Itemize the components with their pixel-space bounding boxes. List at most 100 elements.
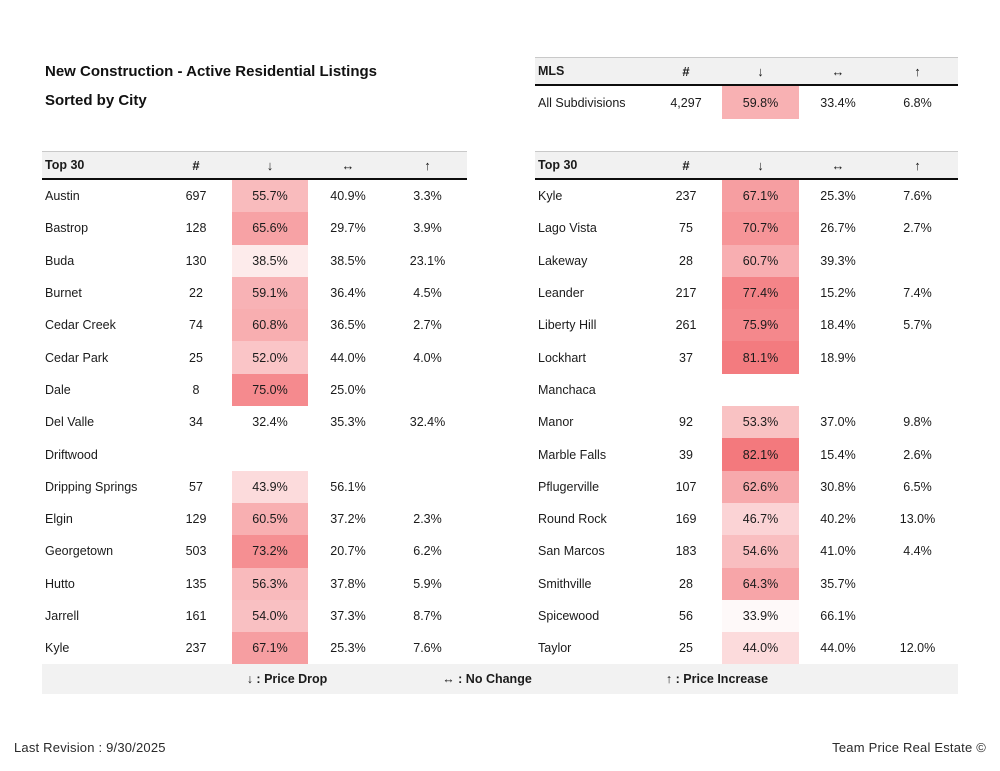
count-cell: 75 <box>679 221 693 236</box>
table-row: Manchaca <box>535 374 958 406</box>
no-change-cell: 15.2% <box>820 286 856 301</box>
page-title: New Construction - Active Residential Li… <box>45 63 377 80</box>
table-row: Liberty Hill 261 75.9% 18.4% 5.7% <box>535 309 958 342</box>
price-drop-cell: 64.3% <box>722 567 799 600</box>
table-row: Lockhart 37 81.1% 18.9% <box>535 341 958 374</box>
count-cell: 161 <box>185 609 207 623</box>
price-drop-cell: 70.7% <box>722 212 799 245</box>
table-row: Cedar Park 25 52.0% 44.0% 4.0% <box>42 341 467 374</box>
price-drop-cell: 60.8% <box>232 309 308 342</box>
price-increase-cell <box>877 568 958 600</box>
arrow-up-icon: ↑ <box>388 151 467 180</box>
count-cell: 57 <box>189 479 203 494</box>
price-drop-cell: 67.1% <box>232 632 308 665</box>
table-row: Pflugerville 107 62.6% 30.8% 6.5% <box>535 470 958 503</box>
price-increase-cell <box>388 438 467 470</box>
city-cell: Leander <box>538 286 584 301</box>
count-cell: 28 <box>679 253 693 268</box>
table-row: Buda 130 38.5% 38.5% 23.1% <box>42 244 467 277</box>
table-row: Dale 8 75.0% 25.0% <box>42 373 467 407</box>
price-drop-cell: 62.6% <box>722 470 799 503</box>
table-row: Smithville 28 64.3% 35.7% <box>535 567 958 600</box>
count-cell: 56 <box>679 609 693 623</box>
price-increase-cell: 32.4% <box>409 415 446 430</box>
footer-brand: Team Price Real Estate © <box>832 740 986 755</box>
no-change-cell: 37.3% <box>330 609 366 623</box>
city-cell: Marble Falls <box>538 447 607 462</box>
count-column-header: # <box>650 151 722 180</box>
price-drop-cell: 54.0% <box>232 599 308 633</box>
no-change-cell: 25.3% <box>330 641 366 656</box>
table-row: Marble Falls 39 82.1% 15.4% 2.6% <box>535 438 958 471</box>
price-increase-cell: 6.8% <box>903 95 932 110</box>
price-drop-cell: 77.4% <box>722 276 799 310</box>
no-change-cell: 30.8% <box>820 479 856 494</box>
count-cell: 183 <box>675 544 697 559</box>
no-change-cell: 40.9% <box>330 189 366 204</box>
price-drop-cell: 44.0% <box>722 632 799 665</box>
city-cell: Taylor <box>538 641 572 656</box>
price-increase-cell: 9.8% <box>903 415 932 430</box>
no-change-cell: 37.2% <box>330 512 366 527</box>
no-change-cell: 40.2% <box>820 512 856 527</box>
price-drop-cell: 54.6% <box>722 535 799 568</box>
table-title: Top 30 <box>42 151 160 180</box>
footer-last-revision: Last Revision : 9/30/2025 <box>14 740 166 755</box>
price-increase-cell: 7.6% <box>903 189 932 204</box>
arrow-leftright-icon: ↔ <box>799 57 877 86</box>
city-cell: Manor <box>538 415 574 430</box>
count-cell: 697 <box>185 189 207 204</box>
price-increase-cell: 2.7% <box>903 221 932 236</box>
count-cell: 74 <box>189 318 203 333</box>
count-cell: 129 <box>185 512 207 527</box>
count-cell <box>160 438 232 470</box>
table-row: Cedar Creek 74 60.8% 36.5% 2.7% <box>42 309 467 342</box>
no-change-cell: 37.0% <box>820 415 856 430</box>
city-cell: Lago Vista <box>538 221 597 236</box>
arrow-up-icon: ↑ <box>877 57 958 86</box>
no-change-cell: 44.0% <box>330 350 366 365</box>
table-row: Kyle 237 67.1% 25.3% 7.6% <box>42 632 467 665</box>
price-drop-cell: 67.1% <box>722 179 799 213</box>
price-drop-cell: 38.5% <box>232 244 308 277</box>
city-cell: Kyle <box>45 641 70 656</box>
table-row: Burnet 22 59.1% 36.4% 4.5% <box>42 276 467 310</box>
price-drop-cell <box>232 438 308 470</box>
count-cell: 237 <box>675 189 697 204</box>
page-subtitle: Sorted by City <box>45 92 147 109</box>
count-cell: 107 <box>675 479 697 494</box>
count-cell: 237 <box>185 641 207 656</box>
price-drop-cell: 60.7% <box>722 244 799 277</box>
city-cell: Jarrell <box>45 609 80 623</box>
price-increase-cell <box>388 471 467 503</box>
count-cell: 128 <box>185 221 207 236</box>
price-increase-cell: 4.0% <box>413 350 442 365</box>
arrow-down-icon: ↓ <box>722 57 799 86</box>
no-change-cell <box>308 438 388 470</box>
no-change-cell <box>799 374 877 406</box>
no-change-cell: 36.4% <box>330 286 366 301</box>
no-change-cell: 15.4% <box>820 447 856 462</box>
count-cell: 22 <box>189 286 203 301</box>
no-change-cell: 56.1% <box>330 479 366 494</box>
arrow-up-icon: ↑ <box>877 151 958 180</box>
report-title-block: New Construction - Active Residential Li… <box>45 57 377 115</box>
table-row: Lago Vista 75 70.7% 26.7% 2.7% <box>535 212 958 245</box>
no-change-cell: 38.5% <box>330 253 366 268</box>
price-increase-cell: 4.5% <box>413 286 442 301</box>
legend-bar: ↓ : Price Drop ↔ : No Change ↑ : Price I… <box>42 664 958 694</box>
price-drop-cell: 82.1% <box>722 438 799 471</box>
table-row: Austin 697 55.7% 40.9% 3.3% <box>42 179 467 213</box>
price-drop-cell: 52.0% <box>232 341 308 374</box>
table-row: Jarrell 161 54.0% 37.3% 8.7% <box>42 599 467 633</box>
price-increase-cell: 23.1% <box>409 253 446 268</box>
arrow-leftright-icon: ↔ <box>308 151 388 180</box>
table-row: Leander 217 77.4% 15.2% 7.4% <box>535 276 958 310</box>
table-header-row: Top 30 # ↓ ↔ ↑ <box>42 151 467 180</box>
table-row: Hutto 135 56.3% 37.8% 5.9% <box>42 567 467 600</box>
price-drop-cell: 46.7% <box>722 502 799 536</box>
count-cell: 34 <box>189 415 203 430</box>
city-cell: Manchaca <box>538 382 596 397</box>
city-cell: Burnet <box>45 286 82 301</box>
table-row: Del Valle 34 32.4% 35.3% 32.4% <box>42 406 467 439</box>
